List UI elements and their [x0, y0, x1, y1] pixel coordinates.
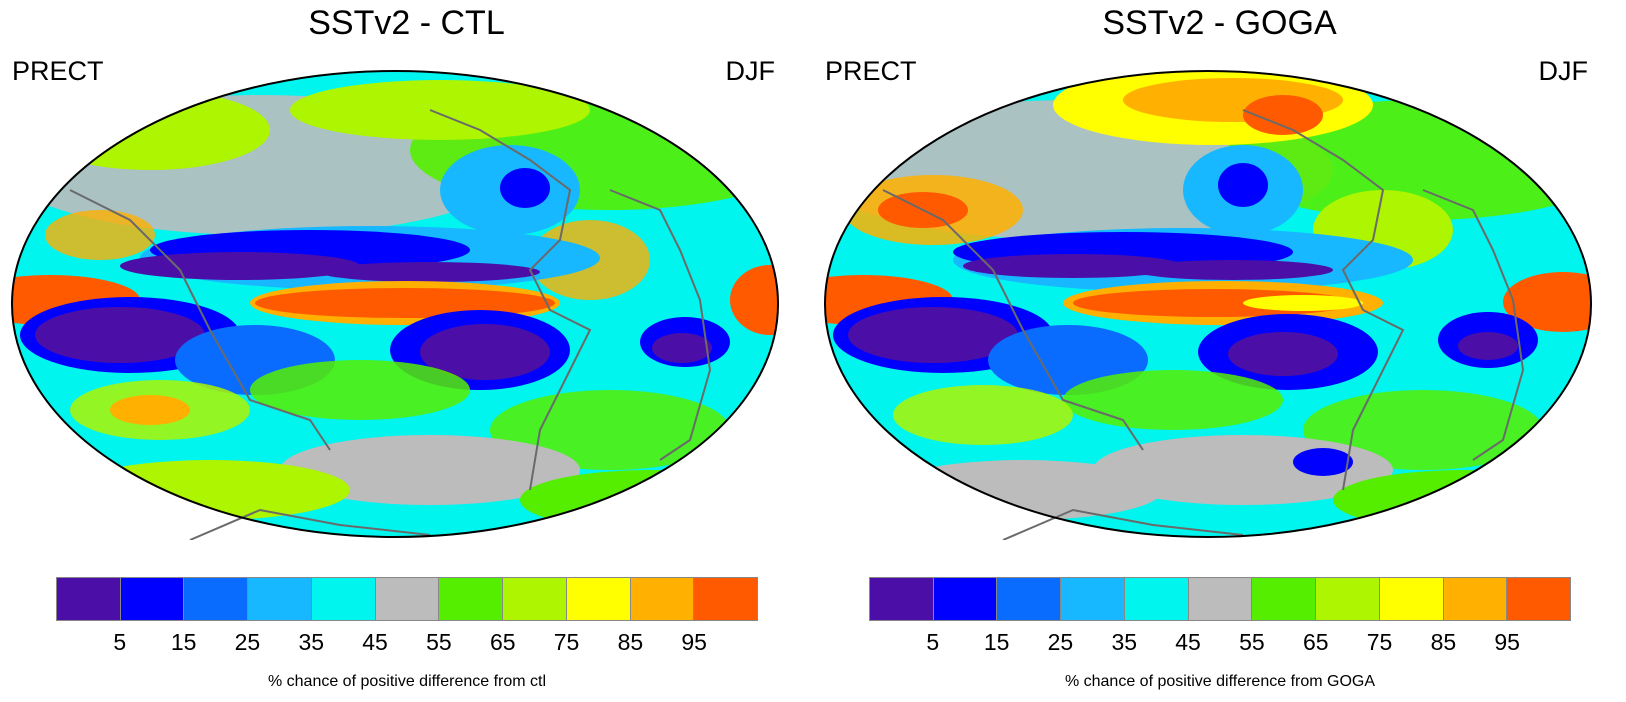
colorbar-cell [1443, 578, 1508, 620]
map-panel-goga: SSTv2 - GOGA PRECT DJF [813, 0, 1626, 702]
colorbar-tick-label: 35 [1111, 629, 1138, 655]
world-map [824, 70, 1592, 540]
colorbar-tick-label: 45 [362, 629, 388, 655]
colorbar-tick-label: 75 [553, 629, 580, 655]
colorbar-cell [1188, 578, 1253, 620]
colorbar-tick-label: 35 [298, 629, 325, 655]
colorbar-ticks: 5 15 25 35 45 55 65 75 85 95 [56, 628, 758, 658]
colorbar-tick-label: 25 [234, 629, 261, 655]
colorbar-cell [1252, 578, 1317, 620]
map-panel-ctl: SSTv2 - CTL PRECT DJF [11, 4, 779, 690]
colorbar-tick-label: 55 [426, 629, 452, 655]
colorbar-cell [248, 578, 312, 620]
colorbar-title: % chance of positive difference from GOG… [1064, 673, 1376, 690]
colorbar-cell [566, 578, 631, 620]
colorbar-tick-label: 65 [1302, 629, 1329, 655]
colorbar-cell [57, 578, 121, 620]
colorbar-tick-label: 95 [1494, 629, 1520, 655]
colorbar-tick-label: 15 [170, 629, 197, 655]
colorbar-tick-label: 95 [681, 629, 707, 655]
colorbar-cell [1507, 578, 1571, 620]
colorbar-title: % chance of positive difference from ctl [267, 673, 547, 690]
colorbar-tick-label: 85 [1430, 629, 1457, 655]
panel-title: SSTv2 - CTL [308, 4, 505, 42]
colorbar-cell [439, 578, 504, 620]
colorbar-cell [503, 578, 567, 620]
colorbar-cell [1124, 578, 1189, 620]
variable-label: PRECT [12, 56, 104, 86]
colorbar-cell [694, 578, 758, 620]
panel-title: SSTv2 - GOGA [1102, 4, 1337, 42]
season-label: DJF [725, 56, 776, 86]
world-map [11, 70, 779, 540]
colorbar-cell [184, 578, 249, 620]
colorbar-ticks: 5 15 25 35 45 55 65 75 85 95 [869, 628, 1571, 658]
colorbar-cell [630, 578, 695, 620]
colorbar-tick-label: 15 [983, 629, 1010, 655]
colorbar-cell [1061, 578, 1125, 620]
colorbar-tick-label: 85 [617, 629, 644, 655]
colorbar-tick-label: 5 [926, 629, 940, 655]
map-border [824, 70, 1592, 538]
colorbar [869, 577, 1571, 621]
colorbar-tick-label: 65 [489, 629, 516, 655]
colorbar-cell [933, 578, 998, 620]
probability-field [12, 71, 778, 537]
colorbar [56, 577, 758, 621]
colorbar-cell [1316, 578, 1380, 620]
coastlines [69, 109, 712, 540]
colorbar-cell [870, 578, 934, 620]
colorbar-tick-label: 55 [1239, 629, 1265, 655]
colorbar-tick-label: 5 [113, 629, 127, 655]
colorbar-tick-label: 25 [1047, 629, 1074, 655]
colorbar-tick-label: 75 [1366, 629, 1393, 655]
variable-label: PRECT [825, 56, 917, 86]
map-border [11, 70, 779, 538]
colorbar-tick-label: 45 [1175, 629, 1201, 655]
colorbar-cell [375, 578, 440, 620]
season-label: DJF [1538, 56, 1589, 86]
colorbar-cell [997, 578, 1062, 620]
colorbar-cell [1379, 578, 1444, 620]
colorbar-cell [120, 578, 185, 620]
coastlines [882, 109, 1525, 540]
colorbar-cell [311, 578, 376, 620]
